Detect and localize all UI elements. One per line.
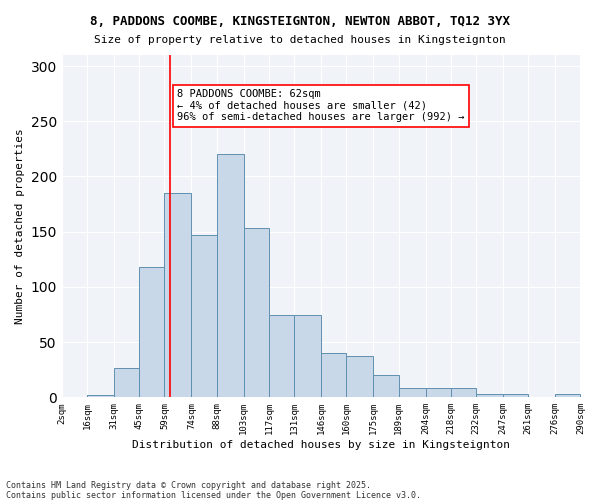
Bar	[451, 388, 476, 398]
Text: 8, PADDONS COOMBE, KINGSTEIGNTON, NEWTON ABBOT, TQ12 3YX: 8, PADDONS COOMBE, KINGSTEIGNTON, NEWTON…	[90, 15, 510, 28]
Text: 8 PADDONS COOMBE: 62sqm
← 4% of detached houses are smaller (42)
96% of semi-det: 8 PADDONS COOMBE: 62sqm ← 4% of detached…	[177, 89, 464, 122]
Bar	[398, 388, 425, 398]
Bar	[139, 267, 164, 398]
Bar	[269, 314, 294, 398]
Text: Contains HM Land Registry data © Crown copyright and database right 2025.: Contains HM Land Registry data © Crown c…	[6, 481, 371, 490]
Bar	[425, 388, 451, 398]
Bar	[321, 353, 346, 398]
Bar	[164, 193, 191, 398]
Bar	[346, 356, 373, 398]
X-axis label: Distribution of detached houses by size in Kingsteignton: Distribution of detached houses by size …	[132, 440, 510, 450]
Bar	[503, 394, 528, 398]
Bar	[87, 395, 114, 398]
Bar	[373, 375, 398, 398]
Text: Contains public sector information licensed under the Open Government Licence v3: Contains public sector information licen…	[6, 491, 421, 500]
Bar	[476, 394, 503, 398]
Bar	[217, 154, 244, 398]
Bar	[555, 394, 580, 398]
Y-axis label: Number of detached properties: Number of detached properties	[15, 128, 25, 324]
Bar	[114, 368, 139, 398]
Bar	[244, 228, 269, 398]
Text: Size of property relative to detached houses in Kingsteignton: Size of property relative to detached ho…	[94, 35, 506, 45]
Bar	[294, 314, 321, 398]
Bar	[191, 235, 217, 398]
